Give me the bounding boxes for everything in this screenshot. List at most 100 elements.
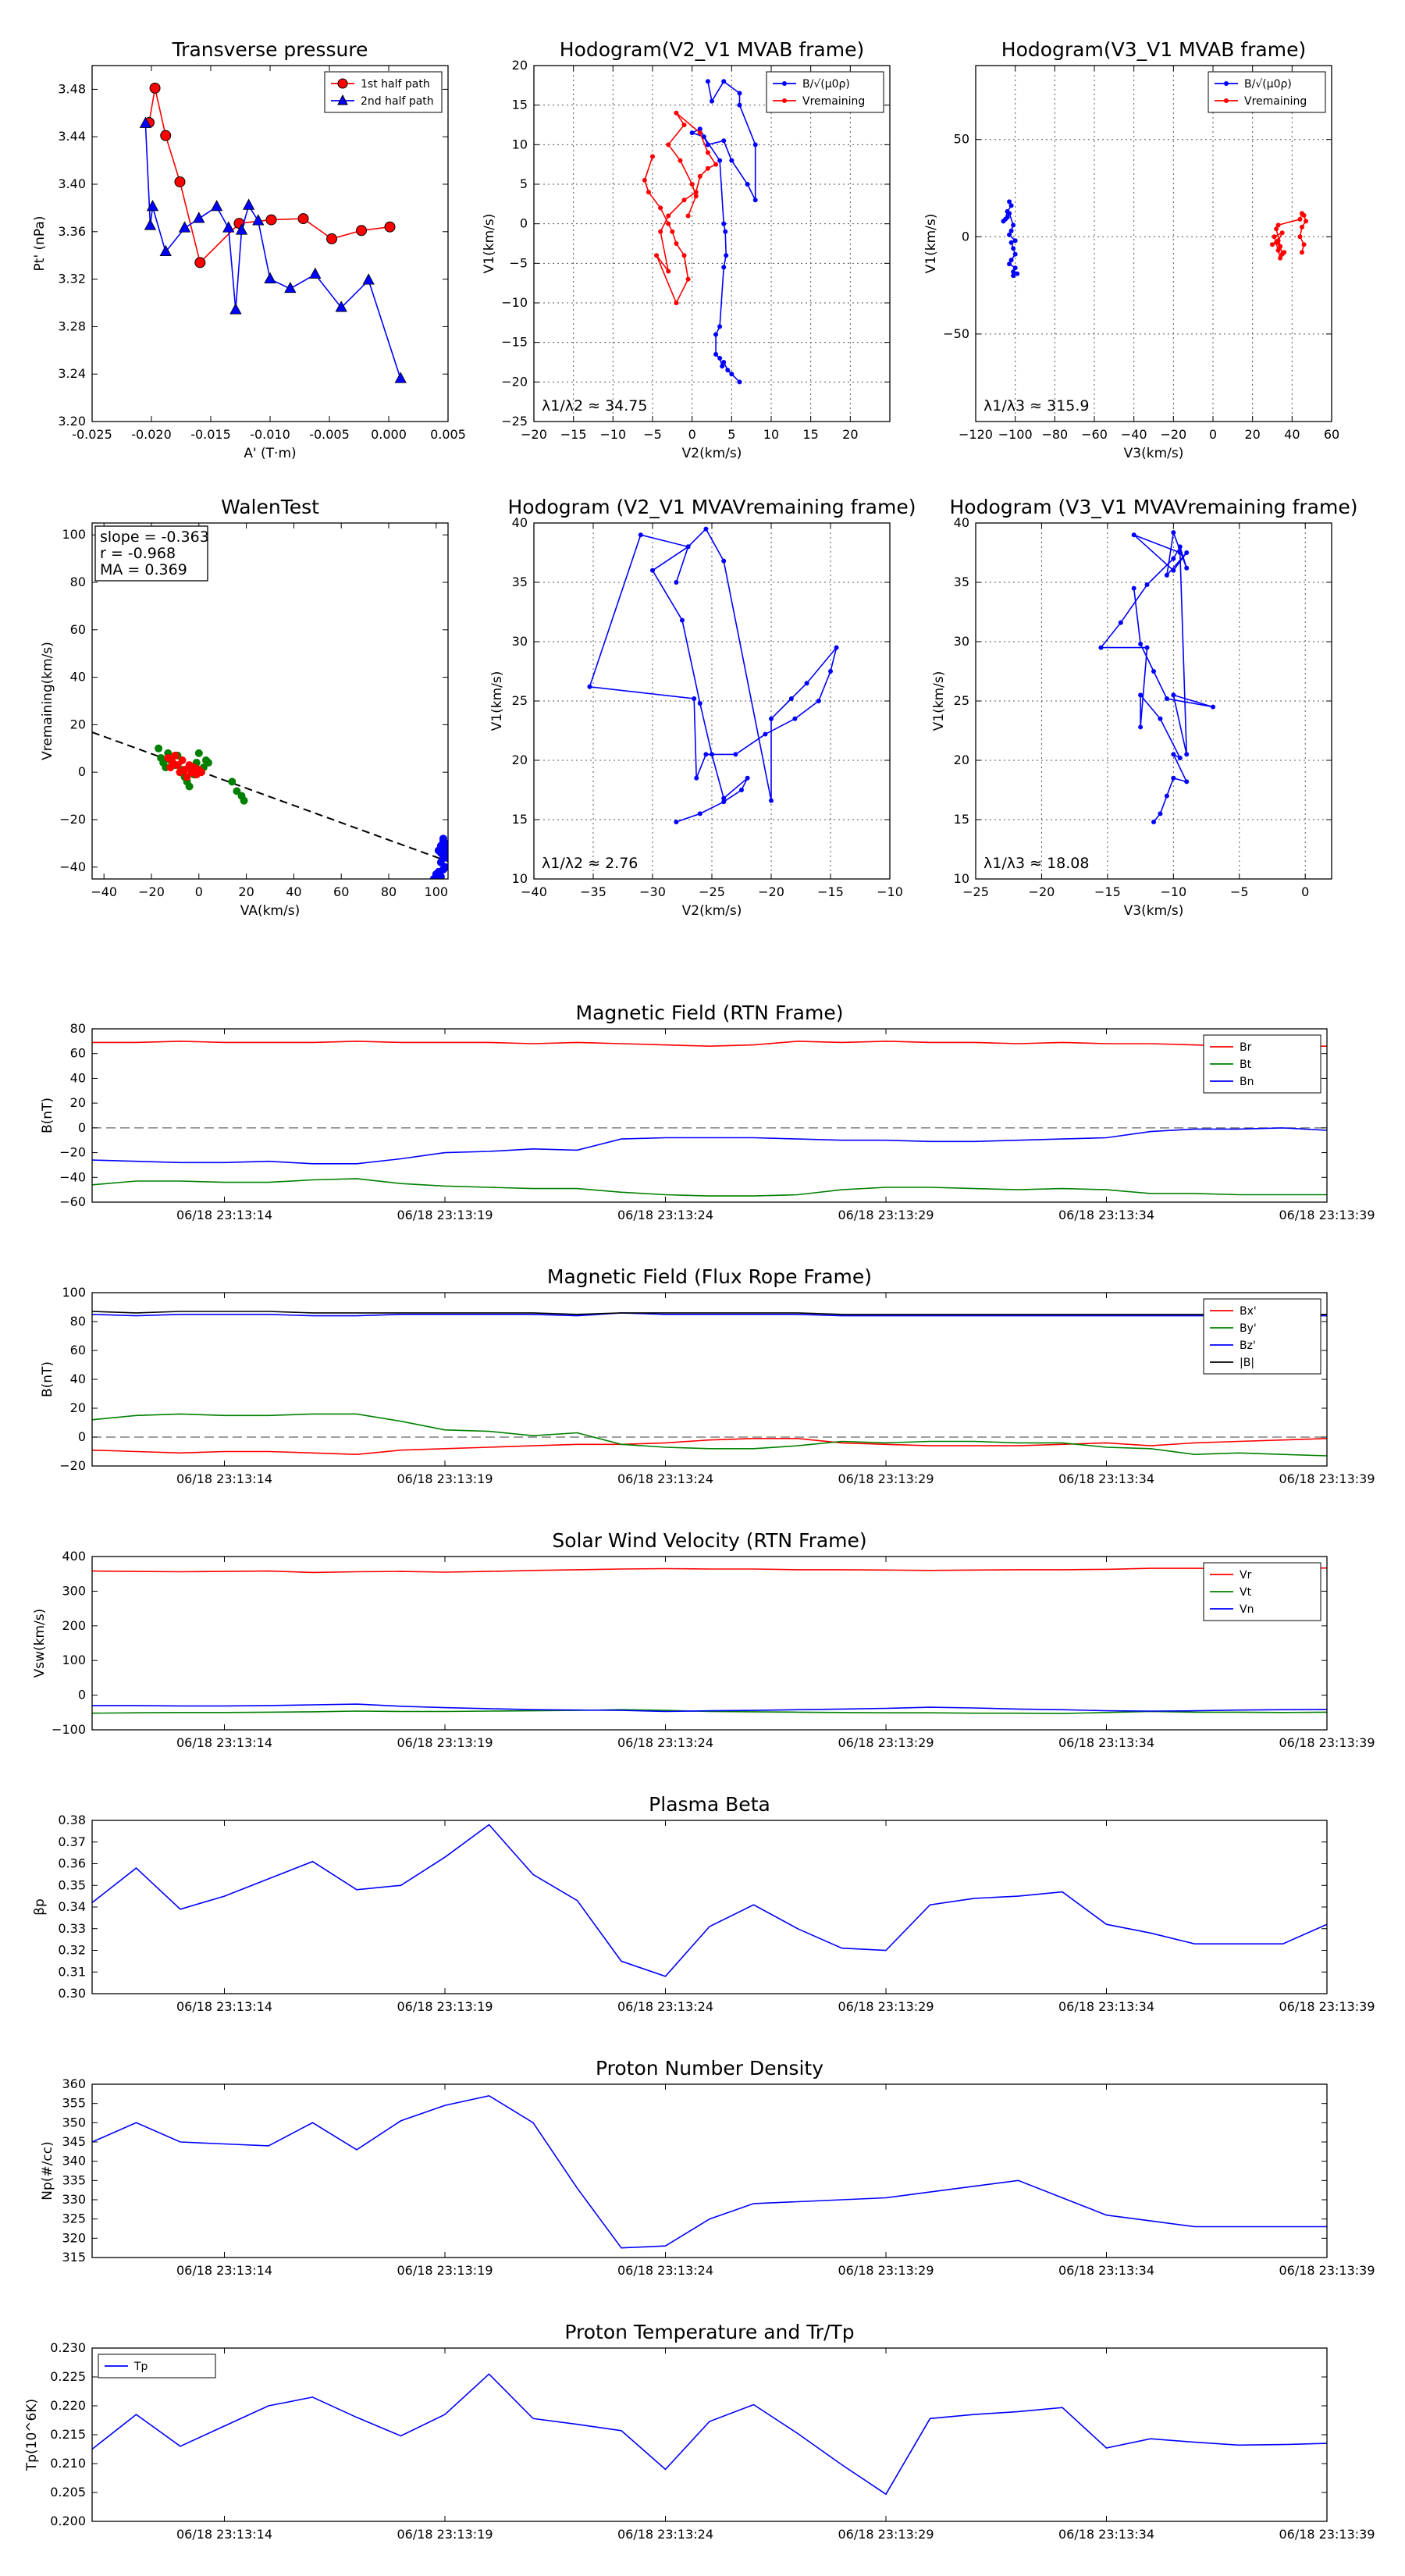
legend-label: Vremaining [1244,95,1307,108]
y-tick-label: 100 [62,1285,86,1300]
data-point [265,214,277,226]
legend-marker [782,98,787,103]
data-point [752,142,758,148]
chart-title: Transverse pressure [172,38,368,61]
data-point [1184,752,1190,757]
data-point [204,759,212,767]
y-tick-label: 40 [70,1070,86,1085]
data-point [297,213,309,225]
y-axis-label: V1(km/s) [489,671,505,731]
y-axis-label: Np(#/cc) [40,2141,55,2200]
x-tick-label: −40 [91,884,117,899]
y-tick-label: 60 [70,1046,86,1061]
series-Bx' [92,1438,1327,1456]
data-point [1300,224,1304,229]
x-tick-label: 0 [1209,427,1217,442]
y-tick-label: 35 [512,575,528,589]
series-line [92,1823,1327,1977]
data-point [666,269,671,274]
x-tick-label: 06/18 23:13:14 [176,2263,272,2278]
data-point [1184,565,1190,571]
data-point [792,716,798,721]
chart-title: Hodogram (V3_V1 MVAVremaining frame) [950,496,1358,518]
y-tick-label: −10 [501,295,528,310]
y-tick-label: 0.225 [50,2369,86,2384]
x-tick-label: 06/18 23:13:14 [176,1735,272,1750]
data-point [681,197,687,203]
y-tick-label: 345 [62,2134,86,2149]
x-tick-label: 06/18 23:13:19 [397,2263,493,2278]
data-point [1184,550,1190,555]
y-tick-label: 300 [62,1583,86,1598]
legend-label: By' [1240,1322,1257,1335]
data-point [658,205,663,211]
data-point [705,142,710,148]
y-tick-label: 0.32 [58,1943,86,1958]
x-tick-label: −20 [521,427,547,442]
y-tick-label: 350 [62,2115,86,2129]
data-point [697,701,702,706]
data-point [713,332,719,337]
data-point [1015,271,1020,276]
data-point [737,379,742,385]
x-tick-label: −25 [962,884,989,899]
stats-box [94,525,208,582]
data-point [264,272,276,284]
y-tick-label: 0 [520,216,528,231]
series-line [1099,530,1214,823]
data-point [1011,269,1016,275]
plot-frame [91,1820,1328,1994]
data-point [650,154,655,159]
x-axis-label: V3(km/s) [1124,446,1184,461]
x-tick-label: 06/18 23:13:34 [1058,2263,1154,2278]
x-tick-label: 06/18 23:13:14 [176,1471,272,1486]
legend-marker [782,81,787,86]
data-point [222,221,235,233]
data-point [235,223,248,235]
x-tick-label: −20 [1029,884,1055,899]
data-point [1007,211,1012,216]
x-tick-label: 06/18 23:13:34 [1058,1208,1154,1222]
data-point [335,301,347,312]
y-tick-label: 20 [512,58,528,73]
data-point [1098,645,1104,650]
x-tick-label: −100 [998,427,1033,442]
data-point [1164,696,1169,701]
data-point [689,182,695,187]
series-line [92,2373,1327,2496]
y-tick-label: 25 [954,693,969,708]
x-tick-label: 06/18 23:13:29 [838,1999,934,2014]
data-point [828,669,833,674]
data-point [650,568,655,573]
data-point [173,761,182,770]
series-line [92,1178,1327,1197]
legend-box [324,71,443,113]
data-point [180,766,189,774]
data-point [1008,240,1014,245]
x-tick-label: -0.025 [72,427,112,442]
data-point [642,177,647,183]
data-point [144,219,157,230]
y-tick-label: 60 [70,622,86,637]
data-point [717,355,723,361]
data-point [729,158,735,163]
data-point [1008,203,1014,208]
data-point [1184,779,1190,785]
x-tick-label: −10 [599,427,626,442]
x-tick-label: 60 [1324,427,1339,442]
data-point [674,580,679,585]
y-axis-label: Tp(10^6K) [24,2399,40,2471]
data-point [1151,669,1156,674]
y-tick-label: 360 [62,2076,86,2091]
y-tick-label: −20 [59,1145,86,1160]
data-point [685,213,691,219]
x-tick-label: −5 [643,427,662,442]
y-tick-label: 20 [70,717,86,731]
y-tick-label: 5 [520,176,528,191]
series-Bt [92,1178,1327,1197]
data-point [309,267,322,279]
y-axis-label: V1(km/s) [482,214,497,274]
x-tick-label: 06/18 23:13:39 [1279,1999,1375,2014]
data-point [1005,215,1010,220]
data-point [242,198,255,210]
